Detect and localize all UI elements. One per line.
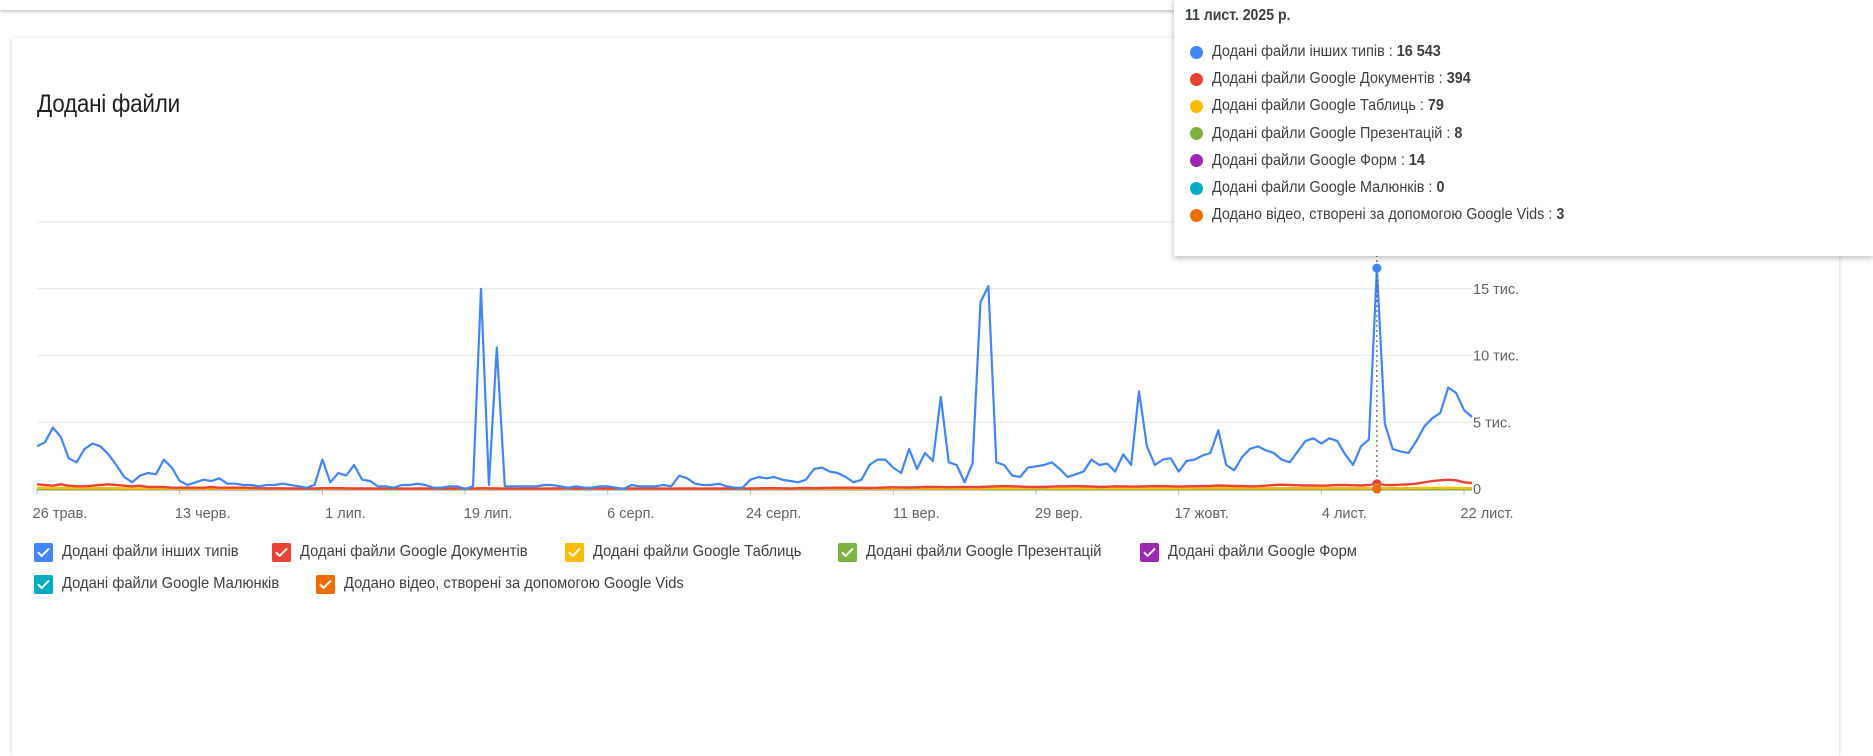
legend-checkbox[interactable] (34, 542, 53, 562)
tooltip-row: Додані файли Google Документів : 394 (1190, 70, 1499, 88)
tooltip-series-value: 16 543 (1396, 43, 1441, 60)
y-tick-label: 5 тис. (1473, 415, 1511, 431)
x-tick-label: 13 черв. (175, 506, 231, 522)
tooltip-row: Додані файли інших типів : 16 543 (1190, 43, 1466, 61)
legend-item[interactable]: Додані файли Google Таблиць (565, 542, 820, 562)
tooltip-series-label: Додані файли Google Малюнків (1212, 179, 1425, 196)
tooltip-series-value: 79 (1427, 97, 1444, 115)
tooltip-entry: Додані файли Google Документів : 394 (1212, 70, 1471, 88)
legend-checkbox[interactable] (271, 542, 291, 562)
hover-point-0 (1372, 263, 1382, 273)
series-color-dot (1190, 154, 1203, 168)
x-tick-label: 29 вер. (1035, 506, 1083, 522)
card-title: Додані файли (37, 90, 180, 118)
x-tick-label: 22 лист. (1461, 506, 1514, 522)
legend-checkbox[interactable] (837, 542, 857, 562)
check-icon (319, 579, 332, 589)
tooltip-series-value: 394 (1446, 70, 1471, 88)
tooltip-series-label: Додані файли Google Таблиць (1212, 97, 1416, 115)
legend-item[interactable]: Додані файли Google Презентацій (837, 542, 1122, 562)
tooltip-entry: Додані файли Google Форм : 14 (1212, 151, 1425, 169)
legend-checkbox[interactable] (565, 542, 585, 562)
x-tick-label: 1 лип. (325, 506, 366, 522)
tooltip-entry: Додано відео, створені за допомогою Goog… (1212, 206, 1565, 224)
tooltip-row: Додані файли Google Таблиць : 79 (1190, 97, 1470, 115)
legend-item[interactable]: Додані файли інших типів (34, 542, 254, 562)
tooltip-row: Додані файли Google Презентацій : 8 (1190, 125, 1490, 143)
check-icon (37, 579, 50, 589)
tooltip-series-value: 8 (1454, 124, 1463, 142)
legend-label: Додані файли інших типів (62, 543, 239, 560)
tooltip-series-value: 3 (1556, 206, 1565, 224)
tooltip-series-label: Додано відео, створені за допомогою Goog… (1212, 206, 1545, 224)
series-line-0 (36, 267, 1473, 491)
legend-item[interactable]: Додано відео, створені за допомогою Goog… (316, 574, 713, 594)
chart-legend: Додані файли інших типів Додані файли Goo… (34, 536, 1357, 600)
tooltip-series-label: Додані файли Google Документів (1212, 70, 1435, 88)
tooltip-row: Додані файли Google Малюнків : 0 (1190, 179, 1470, 197)
tooltip-entry: Додані файли інших типів : 16 543 (1212, 43, 1441, 60)
y-tick-label: 15 тис. (1473, 282, 1519, 298)
check-icon (275, 547, 288, 557)
tooltip-row: Додано відео, створені за допомогою Goog… (1190, 206, 1604, 224)
x-tick-label: 17 жовт. (1174, 506, 1228, 522)
legend-label: Додані файли Google Малюнків (62, 575, 280, 592)
x-tick-label: 6 серп. (607, 506, 654, 522)
series-color-dot (1190, 208, 1203, 222)
tooltip-series-label: Додані файли інших типів (1212, 43, 1385, 60)
chart-tooltip: 11 лист. 2025 р. Додані файли інших типі… (1174, 0, 1873, 256)
check-icon (37, 547, 50, 557)
series-line-1 (36, 478, 1473, 490)
legend-checkbox[interactable] (1139, 542, 1159, 562)
tooltip-series-label: Додані файли Google Форм (1212, 151, 1397, 169)
legend-checkbox[interactable] (34, 574, 53, 594)
check-icon (1143, 547, 1156, 557)
legend-checkbox[interactable] (316, 574, 336, 594)
legend-item[interactable]: Додані файли Google Малюнків (34, 574, 298, 594)
tooltip-row: Додані файли Google Форм : 14 (1190, 152, 1449, 170)
check-icon (841, 547, 854, 557)
tooltip-entry: Додані файли Google Малюнків : 0 (1212, 179, 1445, 196)
series-color-dot (1190, 127, 1203, 141)
x-tick-label: 4 лист. (1322, 506, 1367, 522)
legend-label: Додані файли Google Таблиць (593, 543, 802, 560)
x-tick-label: 26 трав. (33, 506, 88, 522)
tooltip-series-label: Додані файли Google Презентацій (1212, 124, 1443, 142)
legend-label: Додано відео, створені за допомогою Goog… (344, 575, 684, 592)
legend-item[interactable]: Додані файли Google Документів (271, 542, 547, 562)
legend-item[interactable]: Додані файли Google Форм (1139, 542, 1373, 562)
tooltip-entry: Додані файли Google Таблиць : 79 (1212, 97, 1444, 115)
previous-card (0, 0, 1840, 10)
x-tick-label: 24 серп. (746, 506, 801, 522)
tooltip-date: 11 лист. 2025 р. (1185, 7, 1291, 24)
x-tick-label: 11 вер. (893, 506, 940, 522)
y-tick-label: 10 тис. (1473, 349, 1519, 365)
tooltip-series-value: 0 (1436, 179, 1445, 196)
series-color-dot (1190, 45, 1203, 59)
series-color-dot (1190, 99, 1203, 113)
legend-label: Додані файли Google Форм (1167, 543, 1357, 560)
series-color-dot (1190, 72, 1203, 86)
tooltip-entry: Додані файли Google Презентацій : 8 (1212, 124, 1463, 142)
tooltip-series-value: 14 (1408, 151, 1425, 169)
hover-point-6 (1372, 484, 1382, 494)
series-color-dot (1190, 181, 1203, 195)
check-icon (568, 547, 581, 557)
x-tick-label: 19 лип. (464, 506, 513, 522)
legend-label: Додані файли Google Документів (299, 543, 528, 560)
y-tick-label: 0 (1473, 482, 1481, 498)
legend-label: Додані файли Google Презентацій (865, 543, 1102, 560)
